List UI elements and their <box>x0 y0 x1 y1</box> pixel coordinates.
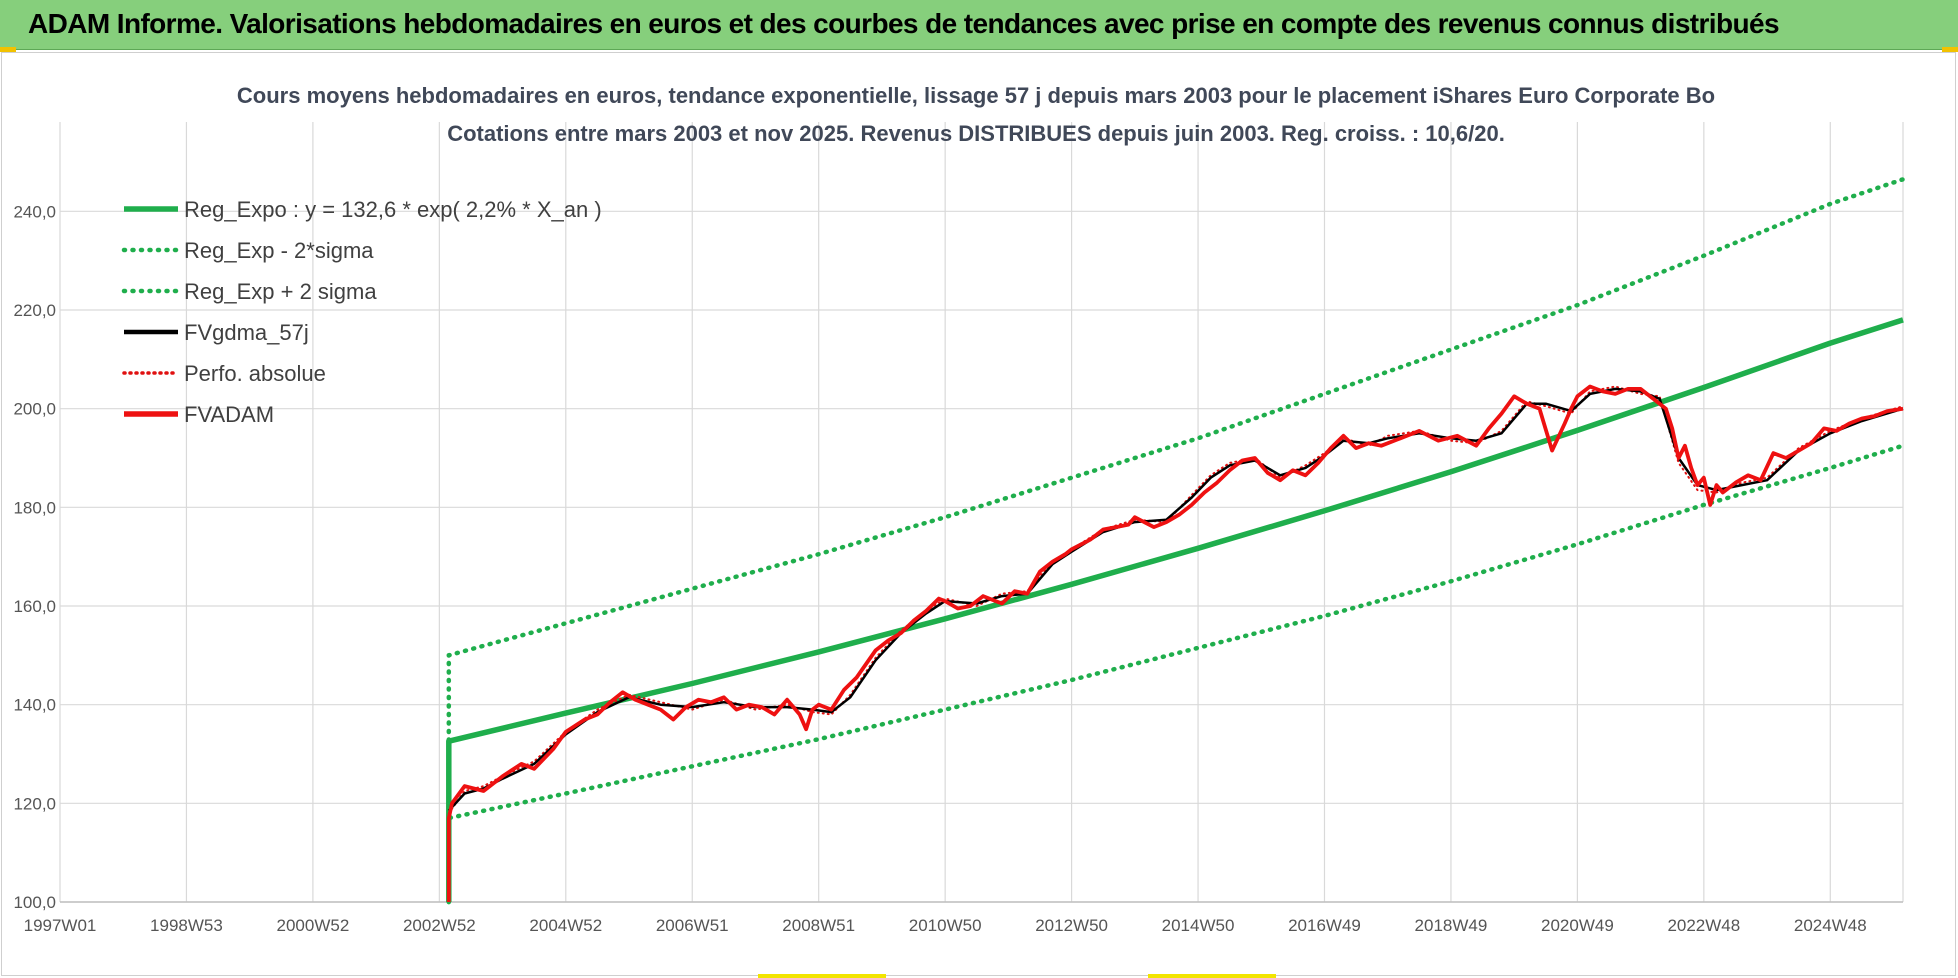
x-tick-label: 2006W51 <box>656 916 729 935</box>
legend-label: Reg_Exp - 2*sigma <box>184 238 374 263</box>
report-banner: ADAM Informe. Valorisations hebdomadaire… <box>0 0 1958 50</box>
y-tick-label: 220,0 <box>13 301 56 320</box>
x-tick-label: 2024W48 <box>1794 916 1867 935</box>
x-tick-label: 2002W52 <box>403 916 476 935</box>
chart-title-line-1: Cours moyens hebdomadaires en euros, ten… <box>237 83 1715 108</box>
legend-label: FVADAM <box>184 402 274 427</box>
legend-label: FVgdma_57j <box>184 320 309 345</box>
legend: Reg_Expo : y = 132,6 * exp( 2,2% * X_an … <box>121 197 602 427</box>
x-tick-label: 1997W01 <box>24 916 97 935</box>
x-tick-label: 2020W49 <box>1541 916 1614 935</box>
x-tick-label: 2022W48 <box>1667 916 1740 935</box>
corner-marker-right <box>1942 47 1958 52</box>
x-tick-label: 2004W52 <box>529 916 602 935</box>
series-reg-minus-2sigma <box>446 443 1906 905</box>
bottom-marker-1 <box>758 974 886 978</box>
corner-marker-left <box>0 47 16 52</box>
series-reg-expo <box>446 317 1904 902</box>
y-tick-label: 100,0 <box>13 893 56 912</box>
legend-label: Reg_Expo : y = 132,6 * exp( 2,2% * X_an … <box>184 197 602 222</box>
x-tick-label: 2000W52 <box>277 916 350 935</box>
y-tick-label: 240,0 <box>13 202 56 221</box>
chart-title-group: Cours moyens hebdomadaires en euros, ten… <box>237 83 1715 146</box>
x-tick-label: 2010W50 <box>909 916 982 935</box>
x-tick-label: 2014W50 <box>1162 916 1235 935</box>
legend-label: Perfo. absolue <box>184 361 326 386</box>
x-tick-label: 2016W49 <box>1288 916 1361 935</box>
x-tick-label: 2018W49 <box>1415 916 1488 935</box>
legend-label: Reg_Exp + 2 sigma <box>184 279 377 304</box>
x-tick-label: 2012W50 <box>1035 916 1108 935</box>
banner-title: ADAM Informe. Valorisations hebdomadaire… <box>28 8 1780 39</box>
series-layer <box>446 177 1906 905</box>
y-tick-label: 140,0 <box>13 696 56 715</box>
y-tick-label: 180,0 <box>13 498 56 517</box>
x-tick-label: 2008W51 <box>782 916 855 935</box>
y-axis: 100,0 120,0 140,0 160,0 180,0 200,0 220,0 240,0 <box>13 202 56 912</box>
series-reg-plus-2sigma <box>446 177 1906 905</box>
chart-title-line-2: Cotations entre mars 2003 et nov 2025. R… <box>447 121 1505 146</box>
grid-layer <box>59 122 1904 903</box>
chart-frame <box>1 52 1956 976</box>
y-tick-label: 120,0 <box>13 794 56 813</box>
y-tick-label: 200,0 <box>13 400 56 419</box>
x-tick-label: 1998W53 <box>150 916 223 935</box>
series-fvadam <box>446 384 1904 902</box>
y-tick-label: 160,0 <box>13 597 56 616</box>
bottom-marker-2 <box>1148 974 1276 978</box>
x-axis: 1997W01 1998W53 2000W52 2002W52 2004W52 2006W… <box>24 901 1903 935</box>
